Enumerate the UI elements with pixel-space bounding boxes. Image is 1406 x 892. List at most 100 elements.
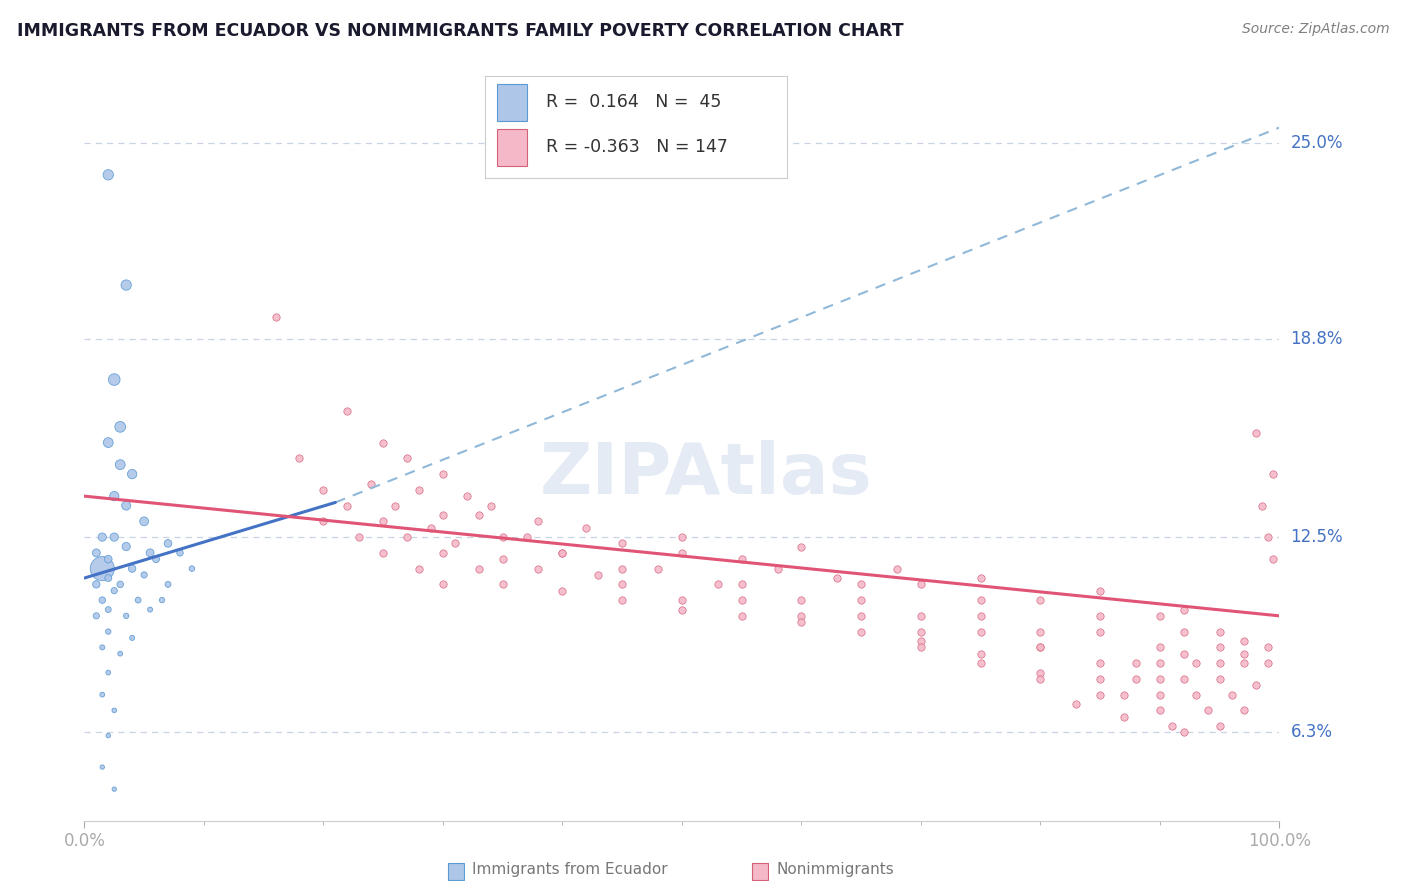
Point	[110, 577, 132, 591]
Point	[1029, 640, 1052, 655]
Point	[145, 552, 167, 566]
Point	[150, 593, 173, 607]
Point	[479, 499, 502, 513]
Point	[408, 561, 430, 575]
Point	[790, 608, 813, 623]
Point	[612, 593, 634, 607]
Point	[139, 546, 162, 560]
Point	[1209, 640, 1232, 655]
Text: 25.0%: 25.0%	[1291, 135, 1343, 153]
Point	[527, 514, 550, 528]
Point	[612, 536, 634, 550]
Point	[527, 561, 550, 575]
Point	[97, 665, 120, 680]
Point	[349, 530, 371, 544]
Point	[492, 577, 515, 591]
Point	[97, 168, 120, 182]
Point	[1263, 552, 1285, 566]
Text: 12.5%: 12.5%	[1291, 528, 1343, 546]
Point	[551, 546, 574, 560]
Point	[86, 608, 108, 623]
Point	[1149, 688, 1171, 702]
Point	[970, 571, 993, 585]
Point	[731, 552, 754, 566]
Point	[110, 420, 132, 434]
Point	[97, 602, 120, 616]
Point	[1244, 426, 1267, 441]
Point	[312, 514, 335, 528]
Point	[1114, 709, 1136, 723]
Point	[1090, 624, 1112, 639]
Point	[432, 577, 454, 591]
FancyBboxPatch shape	[752, 863, 768, 880]
Text: ZIPAtlas: ZIPAtlas	[540, 440, 872, 508]
Point	[468, 508, 491, 522]
Point	[1209, 624, 1232, 639]
Point	[1149, 640, 1171, 655]
Point	[97, 624, 120, 639]
Point	[132, 514, 156, 528]
Point	[103, 489, 125, 503]
Text: Immigrants from Ecuador: Immigrants from Ecuador	[472, 863, 668, 877]
Point	[97, 552, 120, 566]
Point	[312, 483, 335, 497]
Text: Source: ZipAtlas.com: Source: ZipAtlas.com	[1241, 22, 1389, 37]
Point	[91, 530, 114, 544]
Point	[384, 499, 406, 513]
Text: 18.8%: 18.8%	[1291, 330, 1343, 348]
Point	[91, 561, 114, 575]
Point	[1257, 656, 1279, 670]
Point	[970, 593, 993, 607]
Text: R = -0.363   N = 147: R = -0.363 N = 147	[546, 138, 727, 156]
Point	[91, 640, 114, 655]
FancyBboxPatch shape	[449, 863, 464, 880]
Point	[139, 602, 162, 616]
Point	[588, 568, 610, 582]
Point	[910, 577, 932, 591]
Point	[790, 540, 813, 554]
Point	[1090, 608, 1112, 623]
Point	[1173, 647, 1195, 661]
Point	[766, 561, 789, 575]
Point	[1233, 647, 1256, 661]
Point	[707, 577, 730, 591]
Point	[86, 577, 108, 591]
Point	[1029, 593, 1052, 607]
Text: 6.3%: 6.3%	[1291, 723, 1333, 741]
Point	[103, 782, 125, 797]
Point	[157, 536, 180, 550]
Point	[110, 647, 132, 661]
Point	[444, 536, 467, 550]
Point	[86, 546, 108, 560]
Text: Nonimmigrants: Nonimmigrants	[776, 863, 894, 877]
Point	[910, 624, 932, 639]
Point	[121, 467, 143, 481]
Point	[827, 571, 849, 585]
Point	[127, 593, 149, 607]
Point	[1149, 656, 1171, 670]
Point	[612, 561, 634, 575]
Point	[456, 489, 478, 503]
Point	[468, 561, 491, 575]
Point	[1090, 688, 1112, 702]
Point	[132, 568, 156, 582]
Point	[1185, 688, 1208, 702]
Point	[288, 451, 311, 466]
Point	[1125, 656, 1147, 670]
Point	[1161, 719, 1184, 733]
Point	[115, 608, 138, 623]
Point	[1233, 703, 1256, 717]
Point	[1090, 672, 1112, 686]
Point	[432, 546, 454, 560]
Point	[970, 647, 993, 661]
FancyBboxPatch shape	[498, 84, 527, 121]
Point	[97, 571, 120, 585]
Point	[103, 703, 125, 717]
Point	[671, 602, 693, 616]
Point	[1029, 624, 1052, 639]
Point	[373, 514, 395, 528]
Point	[1029, 640, 1052, 655]
Point	[671, 530, 693, 544]
Point	[1233, 656, 1256, 670]
Point	[1209, 672, 1232, 686]
